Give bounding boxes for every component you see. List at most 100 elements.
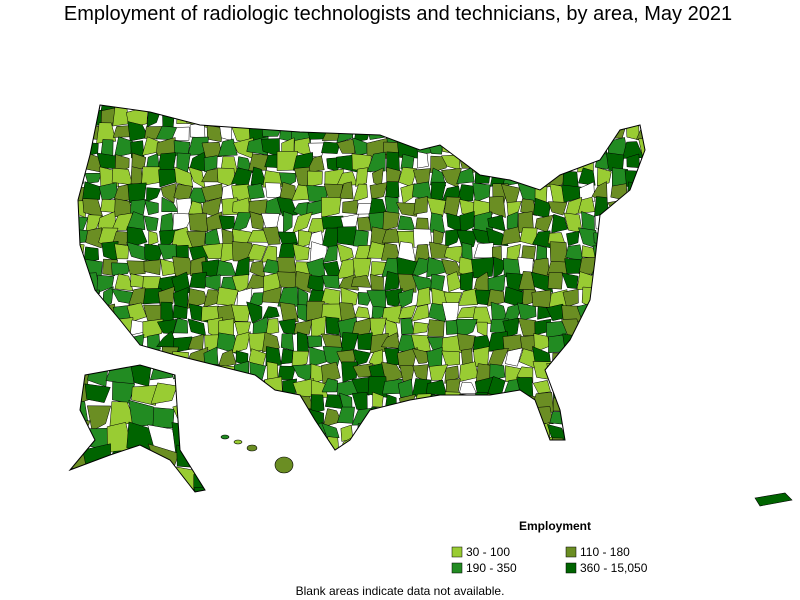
- map-region: [143, 259, 161, 276]
- map-region: [458, 105, 479, 111]
- map-region: [234, 256, 250, 278]
- map-region: [354, 306, 371, 319]
- map-region: [249, 211, 265, 231]
- map-region: [579, 435, 594, 450]
- map-region: [487, 154, 505, 173]
- map-region: [593, 408, 611, 429]
- map-region: [187, 105, 203, 110]
- map-region: [471, 137, 492, 155]
- map-region: [291, 350, 310, 370]
- map-region: [78, 305, 87, 324]
- map-region: [216, 260, 237, 276]
- map-region: [292, 243, 310, 261]
- map-region: [595, 107, 614, 128]
- map-region: [397, 105, 414, 110]
- map-region: [309, 346, 328, 368]
- map-region: [592, 105, 612, 114]
- map-region: [384, 347, 400, 366]
- map-region: [639, 347, 645, 367]
- map-region: [261, 306, 280, 320]
- map-region: [593, 346, 612, 365]
- map-region: [246, 243, 268, 261]
- map-region: [186, 364, 206, 382]
- map-region: [622, 301, 641, 322]
- map-region: [78, 139, 85, 159]
- map-region: [626, 406, 644, 427]
- map-region: [129, 490, 159, 492]
- map-region: [534, 111, 552, 127]
- map-region: [264, 182, 283, 199]
- map-region: [220, 108, 236, 128]
- map-region: [490, 109, 505, 126]
- map-region: [85, 214, 102, 233]
- map-region: [547, 272, 564, 290]
- map-region: [459, 361, 479, 382]
- map-region: [606, 318, 626, 338]
- map-region: [101, 318, 120, 338]
- map-region: [351, 274, 372, 288]
- map-region: [306, 122, 327, 140]
- map-region: [531, 124, 548, 140]
- map-region: [622, 320, 640, 334]
- map-region: [264, 376, 283, 398]
- map-region: [397, 288, 414, 309]
- map-region: [278, 107, 295, 126]
- map-region: [83, 318, 103, 334]
- map-region: [471, 153, 493, 173]
- map-region: [81, 347, 102, 369]
- map-region: [144, 200, 159, 216]
- legend-label: 190 - 350: [466, 561, 517, 575]
- map-region: [413, 438, 433, 450]
- map-region: [606, 229, 626, 245]
- map-region: [321, 227, 340, 249]
- map-region: [502, 166, 520, 187]
- map-region: [551, 121, 565, 143]
- map-region: [102, 346, 114, 368]
- map-region: [593, 290, 612, 307]
- map-region: [621, 436, 640, 450]
- map-region: [516, 393, 537, 410]
- map-region: [381, 424, 402, 444]
- map-region: [292, 211, 313, 234]
- map-region: [321, 122, 341, 141]
- map-region: [487, 274, 506, 294]
- map-region: [591, 275, 614, 292]
- island: [233, 439, 243, 445]
- map-region: [520, 155, 538, 172]
- map-region: [126, 226, 148, 249]
- map-region: [192, 445, 205, 473]
- map-region: [639, 215, 645, 234]
- map-region: [321, 274, 340, 289]
- map-region: [174, 166, 194, 188]
- map-region: [323, 107, 343, 129]
- map-region: [396, 135, 419, 159]
- map-region: [340, 106, 357, 129]
- map-region: [205, 105, 220, 114]
- map-region: [457, 184, 475, 202]
- map-region: [247, 183, 265, 200]
- map-region: [267, 425, 284, 444]
- map-region: [442, 106, 464, 126]
- map-region: [502, 105, 524, 113]
- map-region: [398, 304, 417, 319]
- map-region: [473, 346, 490, 368]
- map-region: [353, 105, 369, 112]
- map-region: [156, 318, 178, 335]
- map-region: [534, 214, 554, 233]
- map-region: [357, 332, 373, 351]
- map-region: [595, 362, 614, 380]
- map-region: [340, 332, 359, 353]
- map-region: [292, 105, 314, 110]
- map-region: [355, 106, 374, 127]
- map-region: [149, 365, 173, 381]
- map-region: [502, 157, 521, 174]
- map-region: [457, 140, 477, 157]
- map-region: [276, 196, 298, 217]
- map-region: [322, 260, 342, 278]
- map-region: [385, 319, 399, 338]
- map-region: [546, 105, 569, 114]
- map-region: [413, 196, 429, 215]
- map-region: [129, 348, 148, 367]
- map-region: [609, 411, 627, 430]
- map-region: [235, 110, 254, 127]
